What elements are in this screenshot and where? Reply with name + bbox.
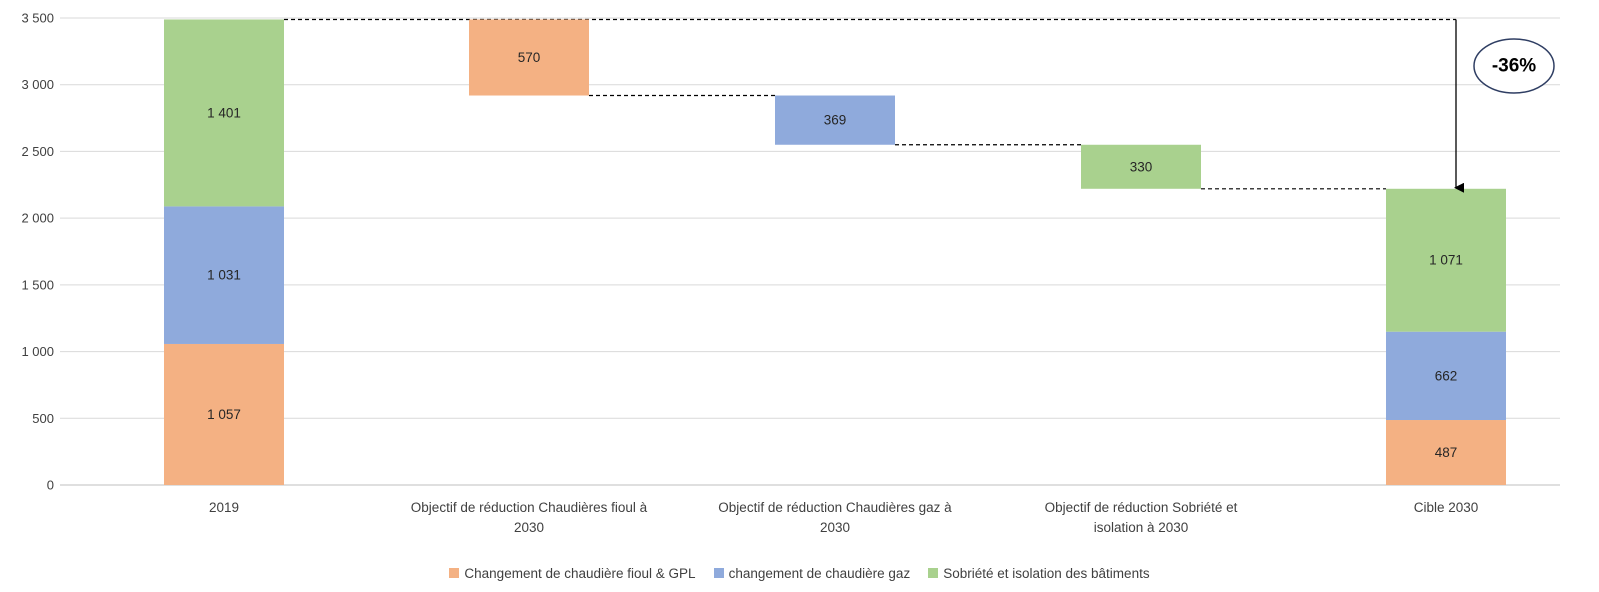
legend-label-fioul: Changement de chaudière fioul & GPL — [464, 565, 696, 581]
x-category-label: 2030 — [514, 520, 544, 535]
x-category-label: Objectif de réduction Chaudières gaz à — [718, 500, 952, 515]
y-tick-label: 1 000 — [21, 344, 54, 359]
reduction-annotation: -36% — [1454, 19, 1555, 193]
legend: Changement de chaudière fioul & GPL chan… — [0, 561, 1599, 585]
y-tick-label: 500 — [32, 411, 54, 426]
y-tick-label: 2 000 — [21, 211, 54, 226]
x-category-label: 2030 — [820, 520, 850, 535]
data-label: 1 071 — [1429, 253, 1463, 268]
legend-swatch-gaz — [713, 568, 724, 578]
data-label: 570 — [518, 50, 541, 65]
percent-badge-label: -36% — [1492, 56, 1536, 77]
x-category-label: isolation à 2030 — [1094, 520, 1189, 535]
bar-segment — [1386, 188, 1506, 332]
bar-segment — [164, 343, 284, 485]
bar-segment — [1386, 331, 1506, 421]
x-category-label: 2019 — [209, 500, 239, 515]
legend-label-gaz: changement de chaudière gaz — [728, 565, 911, 581]
legend-label-sobriete: Sobriété et isolation des bâtiments — [943, 565, 1150, 581]
y-tick-label: 0 — [47, 478, 54, 493]
data-label: 1 057 — [207, 407, 241, 422]
y-tick-label: 3 500 — [21, 11, 54, 26]
data-label: 330 — [1130, 159, 1153, 174]
x-category-label: Objectif de réduction Chaudières fioul à — [411, 500, 648, 515]
x-category-label: Objectif de réduction Sobriété et — [1045, 500, 1238, 515]
legend-item-sobriete: Sobriété et isolation des bâtiments — [928, 565, 1150, 581]
x-axis: 2019 Objectif de réduction Chaudières fio… — [209, 500, 1478, 535]
waterfall-chart: 0 500 1 000 1 500 2 000 2 500 3 000 3 500 1 057… — [21, 11, 1560, 535]
reduction-bar — [1081, 144, 1201, 189]
bar-segment — [1386, 420, 1506, 485]
x-category-label: Cible 2030 — [1414, 500, 1479, 515]
percent-badge — [1473, 38, 1555, 94]
connector-lines — [284, 18, 1456, 190]
y-tick-label: 1 500 — [21, 277, 54, 292]
reduction-bar — [469, 19, 589, 96]
legend-swatch-sobriete — [928, 568, 939, 578]
data-label: 1 031 — [207, 268, 241, 283]
data-label: 1 401 — [207, 105, 241, 120]
reduction-bar — [775, 95, 895, 145]
legend-item-fioul: Changement de chaudière fioul & GPL — [449, 565, 696, 581]
y-axis: 0 500 1 000 1 500 2 000 2 500 3 000 3 500 — [21, 11, 54, 493]
data-label: 487 — [1435, 445, 1458, 460]
legend-item-gaz: changement de chaudière gaz — [713, 565, 911, 581]
bar-segment — [164, 206, 284, 344]
bars: 1 057 1 031 1 401 487 662 1 071 570 369 330 — [164, 19, 1506, 485]
gridlines — [60, 17, 1560, 486]
bar-segment — [164, 19, 284, 207]
data-label: 369 — [824, 113, 847, 128]
data-label: 662 — [1435, 368, 1458, 383]
legend-swatch-fioul — [449, 568, 460, 578]
y-tick-label: 2 500 — [21, 144, 54, 159]
y-tick-label: 3 000 — [21, 77, 54, 92]
